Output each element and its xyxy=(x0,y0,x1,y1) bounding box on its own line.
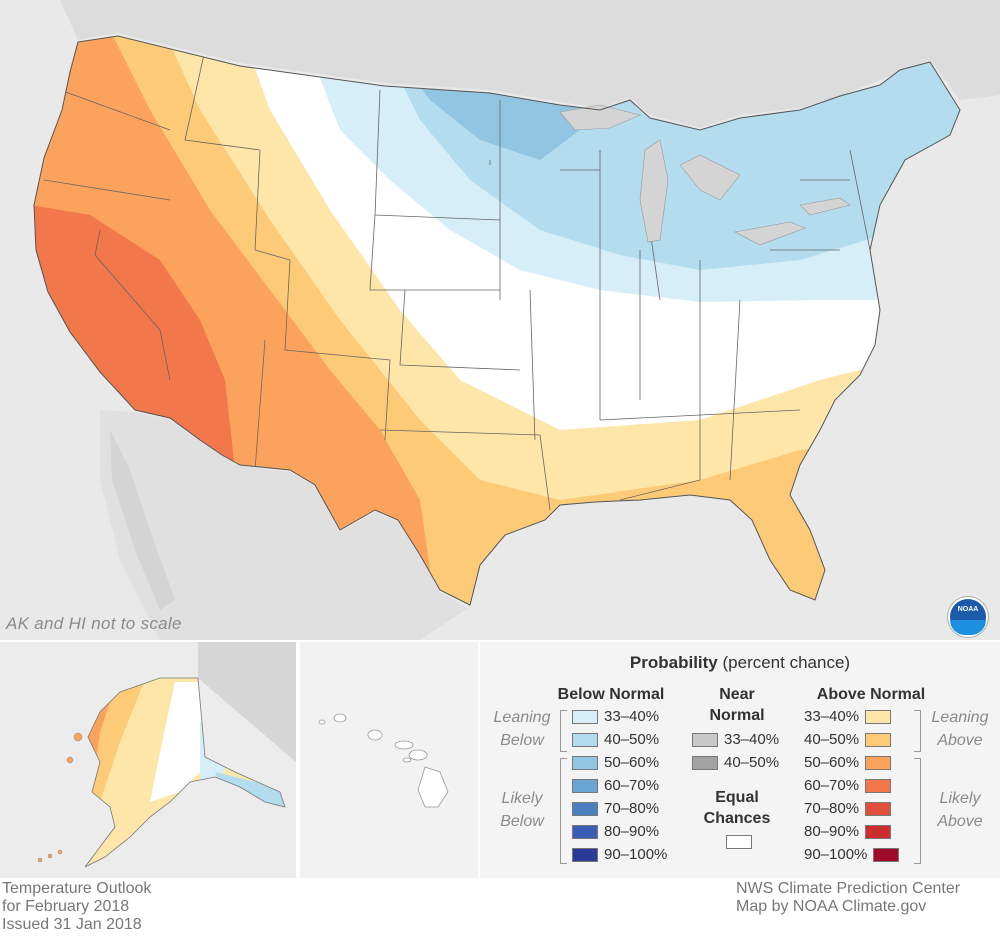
above-normal-label: 90–100% xyxy=(804,846,868,863)
footer-issued: Issued 31 Jan 2018 xyxy=(2,916,142,933)
above-normal-row: 40–50% xyxy=(804,729,892,751)
footer-period: for February 2018 xyxy=(2,898,130,915)
equal-chances-heading: Equal Chances xyxy=(703,789,771,827)
below-normal-row: 60–70% xyxy=(572,775,659,797)
above-normal-swatch xyxy=(865,779,892,793)
footer-left: Temperature Outlook for February 2018 Is… xyxy=(2,880,151,934)
below-normal-label: 80–90% xyxy=(604,823,660,840)
canada-land xyxy=(0,0,1000,128)
scale-note: AK and HI not to scale xyxy=(6,614,182,633)
near-normal-row: 40–50% xyxy=(692,752,779,774)
below-normal-label: 70–80% xyxy=(604,800,660,817)
leaning-below-brace xyxy=(560,710,567,752)
near-normal-row: 33–40% xyxy=(692,729,779,751)
conus-map-graphic xyxy=(0,0,1000,640)
above-normal-row: 80–90% xyxy=(804,821,892,843)
above-normal-label: 70–80% xyxy=(804,800,860,817)
aleutian-islands xyxy=(37,732,83,863)
near-normal-label: 40–50% xyxy=(724,754,780,771)
canada-inset-land xyxy=(198,642,296,762)
below-normal-swatch xyxy=(572,756,598,770)
legend-title-bold: Probability xyxy=(629,653,718,672)
state-borders xyxy=(43,49,871,511)
hawaii-islands xyxy=(318,713,449,808)
likely-above-label: Likely Above xyxy=(937,790,983,830)
below-normal-label: 40–50% xyxy=(604,731,660,748)
alaska-outline xyxy=(84,677,286,868)
above-normal-row: 70–80% xyxy=(804,798,892,820)
above-normal-row: 90–100% xyxy=(804,844,900,866)
below-normal-label: 60–70% xyxy=(604,777,660,794)
us-outline xyxy=(33,35,961,606)
below-normal-swatch xyxy=(572,825,598,839)
above-normal-swatch xyxy=(873,848,900,862)
below-normal-label: 50–60% xyxy=(604,754,660,771)
footer-right: NWS Climate Prediction Center Map by NOA… xyxy=(736,880,960,916)
equal-chances-swatch-row xyxy=(726,831,752,853)
below-normal-row: 90–100% xyxy=(572,844,667,866)
below-normal-row: 40–50% xyxy=(572,729,659,751)
near-normal-label: 33–40% xyxy=(724,731,780,748)
leaning-below-label: Leaning Below xyxy=(493,709,551,749)
near-normal-swatch xyxy=(692,756,718,770)
below-normal-swatch xyxy=(572,733,598,747)
noaa-logo-icon: NOAA xyxy=(948,597,988,637)
above-normal-label: 50–60% xyxy=(804,754,860,771)
leaning-above-brace xyxy=(914,710,921,752)
above-normal-row: 50–60% xyxy=(804,752,892,774)
equal-chances-swatch xyxy=(726,835,752,849)
likely-below-label: Likely Below xyxy=(500,790,544,830)
alaska-map-graphic xyxy=(37,642,296,868)
footer-credit-map: Map by NOAA Climate.gov xyxy=(736,898,927,915)
near-normal-swatch xyxy=(692,733,718,747)
above-normal-row: 33–40% xyxy=(804,706,892,728)
below-normal-swatch xyxy=(572,848,598,862)
hawaii-map-graphic xyxy=(318,713,449,808)
great-lakes xyxy=(559,104,851,246)
above-normal-swatch xyxy=(865,756,892,770)
above-normal-swatch xyxy=(865,710,892,724)
above-normal-row: 60–70% xyxy=(804,775,892,797)
likely-below-brace xyxy=(560,758,567,864)
above-normal-swatch xyxy=(865,825,892,839)
above-normal-swatch xyxy=(865,733,892,747)
mexico-land xyxy=(100,410,468,640)
below-normal-label: 90–100% xyxy=(604,846,668,863)
footer-credit-cpc: NWS Climate Prediction Center xyxy=(736,880,961,897)
noaa-logo-text: NOAA xyxy=(957,606,979,613)
below-normal-swatch xyxy=(572,710,598,724)
baja-peninsula xyxy=(110,430,175,610)
near-normal-heading: Near Normal xyxy=(709,686,765,724)
hawaii-inset xyxy=(300,642,478,878)
above-normal-label: 60–70% xyxy=(804,777,860,794)
footer-title: Temperature Outlook xyxy=(2,880,152,897)
leaning-above-label: Leaning Above xyxy=(931,709,989,749)
above-normal-label: 33–40% xyxy=(804,708,860,725)
below-normal-swatch xyxy=(572,779,598,793)
alaska-inset xyxy=(0,642,296,878)
above-normal-heading: Above Normal xyxy=(816,686,926,703)
above-normal-swatch xyxy=(865,802,892,816)
above-normal-label: 40–50% xyxy=(804,731,860,748)
below-normal-label: 33–40% xyxy=(604,708,660,725)
below-normal-heading: Below Normal xyxy=(557,686,665,703)
below-normal-row: 70–80% xyxy=(572,798,659,820)
below-normal-row: 33–40% xyxy=(572,706,659,728)
below-normal-row: 50–60% xyxy=(572,752,659,774)
below-normal-row: 80–90% xyxy=(572,821,659,843)
legend-title: Probability (percent chance) xyxy=(480,653,1000,673)
conus-map: AK and HI not to scale NOAA xyxy=(0,0,1000,640)
likely-above-brace xyxy=(914,758,921,864)
below-normal-swatch xyxy=(572,802,598,816)
legend-title-rest: (percent chance) xyxy=(722,653,851,672)
above-normal-label: 80–90% xyxy=(804,823,860,840)
